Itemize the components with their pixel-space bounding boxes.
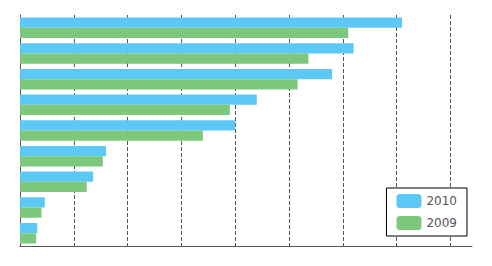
svg-text:2010: 2010 (426, 194, 457, 208)
svg-text:2009: 2009 (426, 216, 457, 230)
